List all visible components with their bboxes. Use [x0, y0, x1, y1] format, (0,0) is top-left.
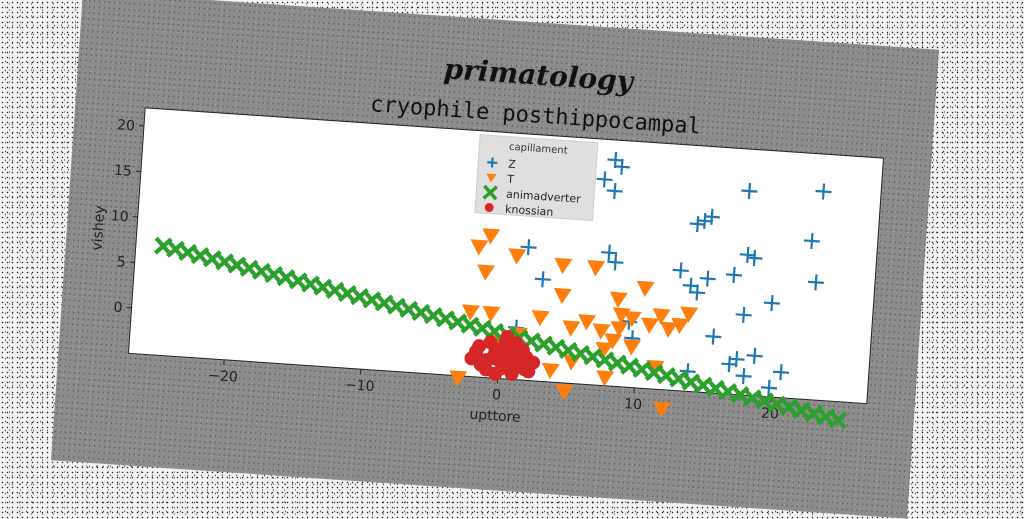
point-Z-14-v: [680, 262, 681, 278]
y-axis-label: vishey: [89, 205, 108, 251]
point-Z-7-v: [704, 213, 705, 229]
figure-suptitle: primatology: [443, 52, 636, 98]
point-Z-19-v: [697, 285, 698, 301]
legend-label-Z: Z: [508, 158, 517, 172]
point-animadverter-52: [795, 404, 808, 417]
point-T-34: [652, 401, 671, 418]
point-Z-15-v: [734, 267, 735, 283]
point-animadverter-53: [807, 407, 820, 420]
point-Z-3-v: [614, 183, 615, 199]
point-T-33: [554, 384, 573, 401]
point-Z-22-v: [743, 307, 744, 323]
point-Z-10-v: [747, 247, 748, 263]
point-Z-11-v: [754, 250, 755, 266]
point-Z-20-v: [542, 271, 543, 287]
y-tick-label-1: 5: [116, 254, 126, 271]
point-T-32: [448, 370, 467, 387]
scatter-chart: primatology cryophile posthippocampal −2…: [51, 0, 939, 519]
x-tick-label-2: 0: [491, 387, 501, 404]
point-Z-2-v: [604, 171, 605, 187]
point-Z-13-v: [615, 254, 616, 270]
point-Z-16-v: [815, 274, 816, 290]
point-Z-34-v: [528, 239, 529, 255]
point-animadverter-55: [832, 414, 845, 427]
point-Z-29-v: [729, 356, 730, 372]
legend-marker-Z-v: [492, 158, 493, 168]
figure-canvas: primatology cryophile posthippocampal −2…: [51, 0, 939, 519]
point-Z-27-v: [754, 348, 755, 364]
x-axis-label: upttore: [469, 407, 521, 426]
point-Z-33-v: [768, 380, 769, 396]
y-tick-label-0: 0: [113, 300, 123, 317]
x-tick-label-0: −20: [208, 368, 239, 386]
point-Z-30-v: [780, 364, 781, 380]
point-Z-8-v: [697, 216, 698, 232]
point-Z-9-v: [811, 233, 812, 249]
legend-label-T: T: [506, 173, 515, 187]
y-tick-label-3: 15: [113, 163, 132, 180]
point-Z-32-v: [743, 368, 744, 384]
point-Z-1-v: [621, 159, 622, 175]
x-tick-label-3: 10: [624, 396, 643, 413]
point-Z-12-v: [609, 245, 610, 261]
x-tick-label-1: −10: [344, 377, 375, 395]
point-animadverter-51: [783, 401, 796, 414]
point-Z-21-v: [771, 295, 772, 311]
point-Z-5-v: [823, 184, 824, 200]
point-Z-17-v: [707, 271, 708, 287]
point-Z-24-v: [713, 329, 714, 345]
y-tick-label-4: 20: [117, 117, 136, 134]
point-animadverter-54: [820, 410, 833, 423]
y-tick-label-2: 10: [110, 208, 129, 225]
point-Z-4-v: [749, 183, 750, 199]
